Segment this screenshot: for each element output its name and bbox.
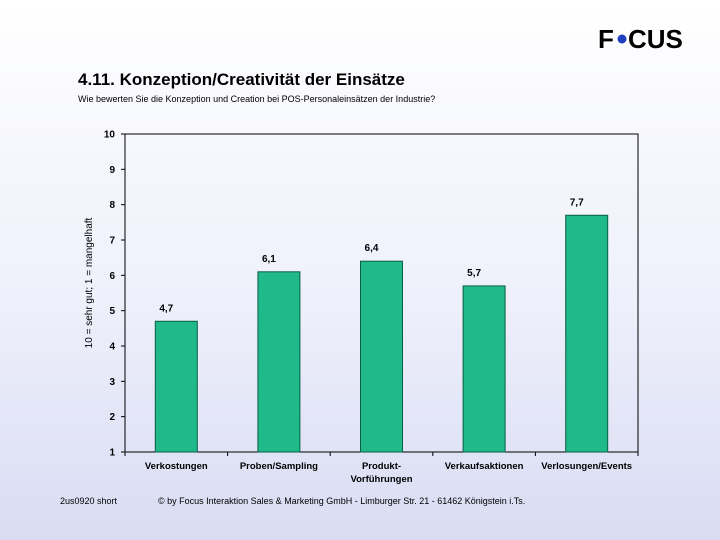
page-title: 4.11. Konzeption/Creativität der Einsätz… [78,70,405,89]
bar [257,271,301,453]
y-tick-label: 9 [109,165,115,176]
focus-logo: F CUS [598,24,690,52]
bar [462,285,506,453]
y-tick-label: 4 [109,342,115,353]
svg-text:F: F [598,24,614,52]
bar [154,320,198,453]
bar [565,214,609,453]
footer-code: 2us0920 short [60,496,118,506]
x-tick-label: Produkt- [362,461,401,472]
x-tick-label: Verlosungen/Events [541,461,632,472]
y-tick-label: 2 [109,412,115,423]
y-tick-label: 10 [104,130,116,141]
bar-value-label: 6,4 [365,243,379,254]
x-tick-label: Vorführungen [350,474,412,485]
x-tick-label: Proben/Sampling [240,461,318,472]
x-tick-label: Verkostungen [145,461,208,472]
y-tick-label: 7 [109,236,115,247]
y-tick-label: 8 [109,200,115,211]
focus-logo-icon: F CUS [598,24,683,52]
y-tick-label: 6 [109,271,115,282]
y-axis-label: 10 = sehr gut; 1 = mangelhaft [84,217,95,348]
bar-value-label: 5,7 [467,268,481,279]
y-tick-label: 1 [109,448,115,459]
svg-text:CUS: CUS [628,24,683,52]
x-tick-label: Verkaufsaktionen [445,461,524,472]
bar-value-label: 7,7 [570,197,584,208]
page-subtitle: Wie bewerten Sie die Konzeption und Crea… [78,94,436,104]
bar-value-label: 4,7 [159,303,173,314]
y-tick-label: 3 [109,377,115,388]
footer-copyright: © by Focus Interaktion Sales & Marketing… [158,496,526,506]
bar [360,260,403,453]
bar-value-label: 6,1 [262,254,276,265]
y-tick-label: 5 [109,306,115,317]
